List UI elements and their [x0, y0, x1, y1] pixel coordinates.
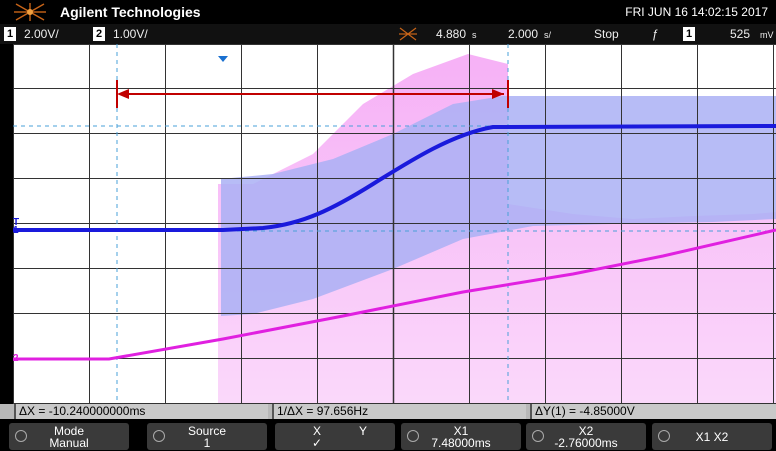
trigger-source[interactable]: 1 — [683, 27, 695, 41]
measurement-bar: ΔX = -10.240000000ms 1/ΔX = 97.656Hz ΔY(… — [0, 404, 776, 419]
softkey-mode[interactable]: Mode Manual — [9, 423, 129, 450]
knob-icon — [15, 430, 27, 442]
date-time: FRI JUN 16 14:02:15 2017 — [625, 5, 768, 19]
waveform-graticule[interactable]: T 1 2 — [13, 44, 776, 404]
ch1-noise-envelope — [221, 96, 776, 316]
time-reference-icon — [399, 27, 417, 41]
trigger-level-unit-icon: mV — [760, 30, 774, 40]
trigger-level-marker[interactable]: T — [13, 217, 20, 228]
time-scale: 2.000 — [508, 27, 539, 41]
ch2-indicator[interactable]: 2 — [93, 27, 105, 41]
softkey-source[interactable]: Source 1 — [147, 423, 267, 450]
ch1-scale: 2.00V/ — [24, 27, 59, 41]
ch2-ground-marker[interactable]: 2 — [13, 353, 19, 364]
brand-name: Agilent Technologies — [60, 4, 201, 20]
ch2-trace — [13, 228, 776, 361]
trigger-level: 525 — [730, 27, 751, 41]
softkey-xy[interactable]: X Y ✓ — [275, 423, 395, 450]
ch1-indicator[interactable]: 1 — [4, 27, 16, 41]
time-scale-unit-icon: s/ — [544, 30, 552, 40]
time-delay-unit-icon: s — [472, 30, 477, 40]
trigger-position-marker[interactable] — [218, 56, 228, 62]
trigger-slope-icon: ƒ — [652, 27, 659, 41]
delta-y-readout: ΔY(1) = -4.85000V — [530, 404, 776, 419]
rotate-knob-icon — [407, 430, 419, 442]
time-delay: 4.880 — [436, 27, 467, 41]
rotate-knob-icon — [658, 430, 670, 442]
softkey-x1[interactable]: X1 7.48000ms — [401, 423, 521, 450]
agilent-spark-logo-icon — [14, 3, 46, 21]
run-state[interactable]: Stop — [594, 27, 619, 41]
graticule-grid — [13, 44, 776, 404]
softkey-x2[interactable]: X2 -2.76000ms — [526, 423, 646, 450]
waveform-canvas — [13, 44, 776, 404]
inverse-delta-x-readout: 1/ΔX = 97.656Hz — [272, 404, 526, 419]
rotate-knob-icon — [532, 430, 544, 442]
knob-icon — [153, 430, 165, 442]
ch1-trace — [13, 124, 776, 232]
delta-x-readout: ΔX = -10.240000000ms — [14, 404, 268, 419]
status-bar: 1 2.00V/ 2 1.00V/ 4.880 s 2.000 s/ Stop … — [0, 24, 776, 44]
softkey-bar: Mode Manual Source 1 X Y ✓ X1 7.48000ms … — [0, 419, 776, 451]
ch2-scale: 1.00V/ — [113, 27, 148, 41]
delta-x-arrow — [116, 80, 509, 108]
softkey-x1x2[interactable]: X1 X2 — [652, 423, 772, 450]
check-icon: ✓ — [311, 436, 323, 450]
ch1-ground-marker[interactable]: 1 — [13, 225, 19, 236]
title-bar: Agilent Technologies FRI JUN 16 14:02:15… — [0, 0, 776, 24]
